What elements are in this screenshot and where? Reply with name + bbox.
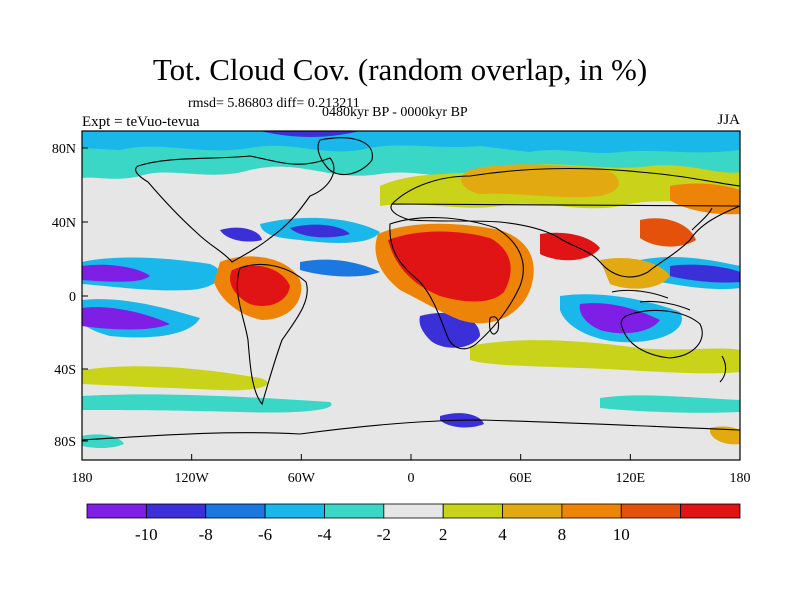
lon-tick-label: 180: [72, 471, 93, 486]
colorbar-label: -2: [377, 525, 391, 544]
tick-marks: [81, 147, 741, 460]
lon-tick-label: 60W: [288, 471, 316, 486]
colorbar-swatch: [561, 503, 622, 519]
greenland-coast: [317, 137, 373, 176]
season-label: JJA: [717, 112, 740, 128]
japan-coast: [691, 207, 713, 231]
colorbar-labels: -10 -8 -6 -4 -2 2 4 8 10: [135, 525, 630, 544]
colorbar: [86, 503, 741, 519]
experiment-label: Expt = teVuo-tevua: [82, 114, 200, 130]
tick-labels: 180 120W 60W 0 60E 120E 180 80N 40N 0 40S 80S: [52, 142, 751, 486]
madagascar-coast: [489, 316, 500, 335]
tropical-atlantic-negative: [300, 259, 380, 277]
colorbar-swatch: [264, 503, 325, 519]
eurasia-coast: [390, 167, 740, 278]
lat-tick-label: 40N: [52, 216, 76, 231]
africa-positive-core: [388, 231, 511, 302]
colorbar-label: 4: [498, 525, 507, 544]
colorbar-swatch: [442, 503, 503, 519]
map-title: Tot. Cloud Cov. (random overlap, in %): [152, 52, 648, 87]
lon-tick-label: 0: [408, 471, 415, 486]
lon-tick-label: 120E: [616, 471, 646, 486]
colorbar-swatch: [86, 503, 147, 519]
arctic-band-strong: [82, 131, 740, 153]
colorbar-label: -10: [135, 525, 158, 544]
westpacific-negative-core: [670, 264, 740, 283]
samerica-positive-core: [230, 265, 290, 306]
lat-tick-label: 40S: [54, 363, 76, 378]
indonesia-coast: [611, 289, 691, 311]
lat-tick-label: 0: [69, 290, 76, 305]
colorbar-label: -6: [258, 525, 272, 544]
antarctica-coast: [82, 419, 740, 441]
nepacific-positive: [670, 183, 740, 215]
indian-negative-core: [579, 303, 660, 334]
lon-tick-label: 60E: [509, 471, 532, 486]
eastpacific-negative: [220, 227, 262, 242]
colorbar-label: -8: [199, 525, 213, 544]
southern-ocean-positive: [470, 340, 740, 374]
arabia-positive: [540, 232, 600, 261]
south-america-coast: [236, 263, 308, 406]
colorbar-label: 2: [439, 525, 448, 544]
colorbar-swatch: [502, 503, 563, 519]
southern-africa-negative: [419, 312, 480, 348]
eurasia-positive-strong: [461, 164, 619, 198]
atlantic-negative-core: [290, 224, 350, 238]
period-label: 0480kyr BP - 0000kyr BP: [322, 105, 468, 120]
lat-tick-label: 80N: [52, 142, 76, 157]
lon-tick-label: 120W: [175, 471, 210, 486]
colorbar-swatch: [620, 503, 682, 519]
colorbar-label: 10: [613, 525, 630, 544]
antarctic-positive: [710, 426, 740, 445]
north-america-coast: [135, 155, 335, 263]
colorbar-swatch: [145, 503, 207, 519]
colorbar-swatch: [324, 503, 385, 519]
colorbar-label: 8: [558, 525, 567, 544]
southern-ocean-negative-east: [600, 395, 740, 413]
east-asia-positive: [640, 218, 696, 247]
south-pacific-positive: [82, 366, 268, 391]
lon-tick-label: 180: [730, 471, 751, 486]
africa-coast: [389, 217, 524, 350]
colorbar-swatch: [205, 503, 266, 519]
colorbar-swatch: [383, 503, 444, 519]
lat-tick-label: 80S: [54, 435, 76, 450]
colorbar-label: -4: [317, 525, 332, 544]
arctic-patch: [260, 131, 360, 138]
southern-ocean-negative: [82, 394, 332, 413]
pacific-negative-core: [82, 264, 150, 282]
asia-positive: [600, 257, 670, 289]
stats-label: rmsd= 5.86803 diff= 0.213211: [188, 96, 360, 111]
coastlines: [82, 137, 740, 441]
anomaly-field: [82, 131, 740, 460]
south-pacific-negative-core: [82, 307, 170, 330]
new-zealand-coast: [719, 355, 727, 383]
colorbar-swatch: [680, 503, 741, 519]
australia-coast: [620, 309, 703, 359]
